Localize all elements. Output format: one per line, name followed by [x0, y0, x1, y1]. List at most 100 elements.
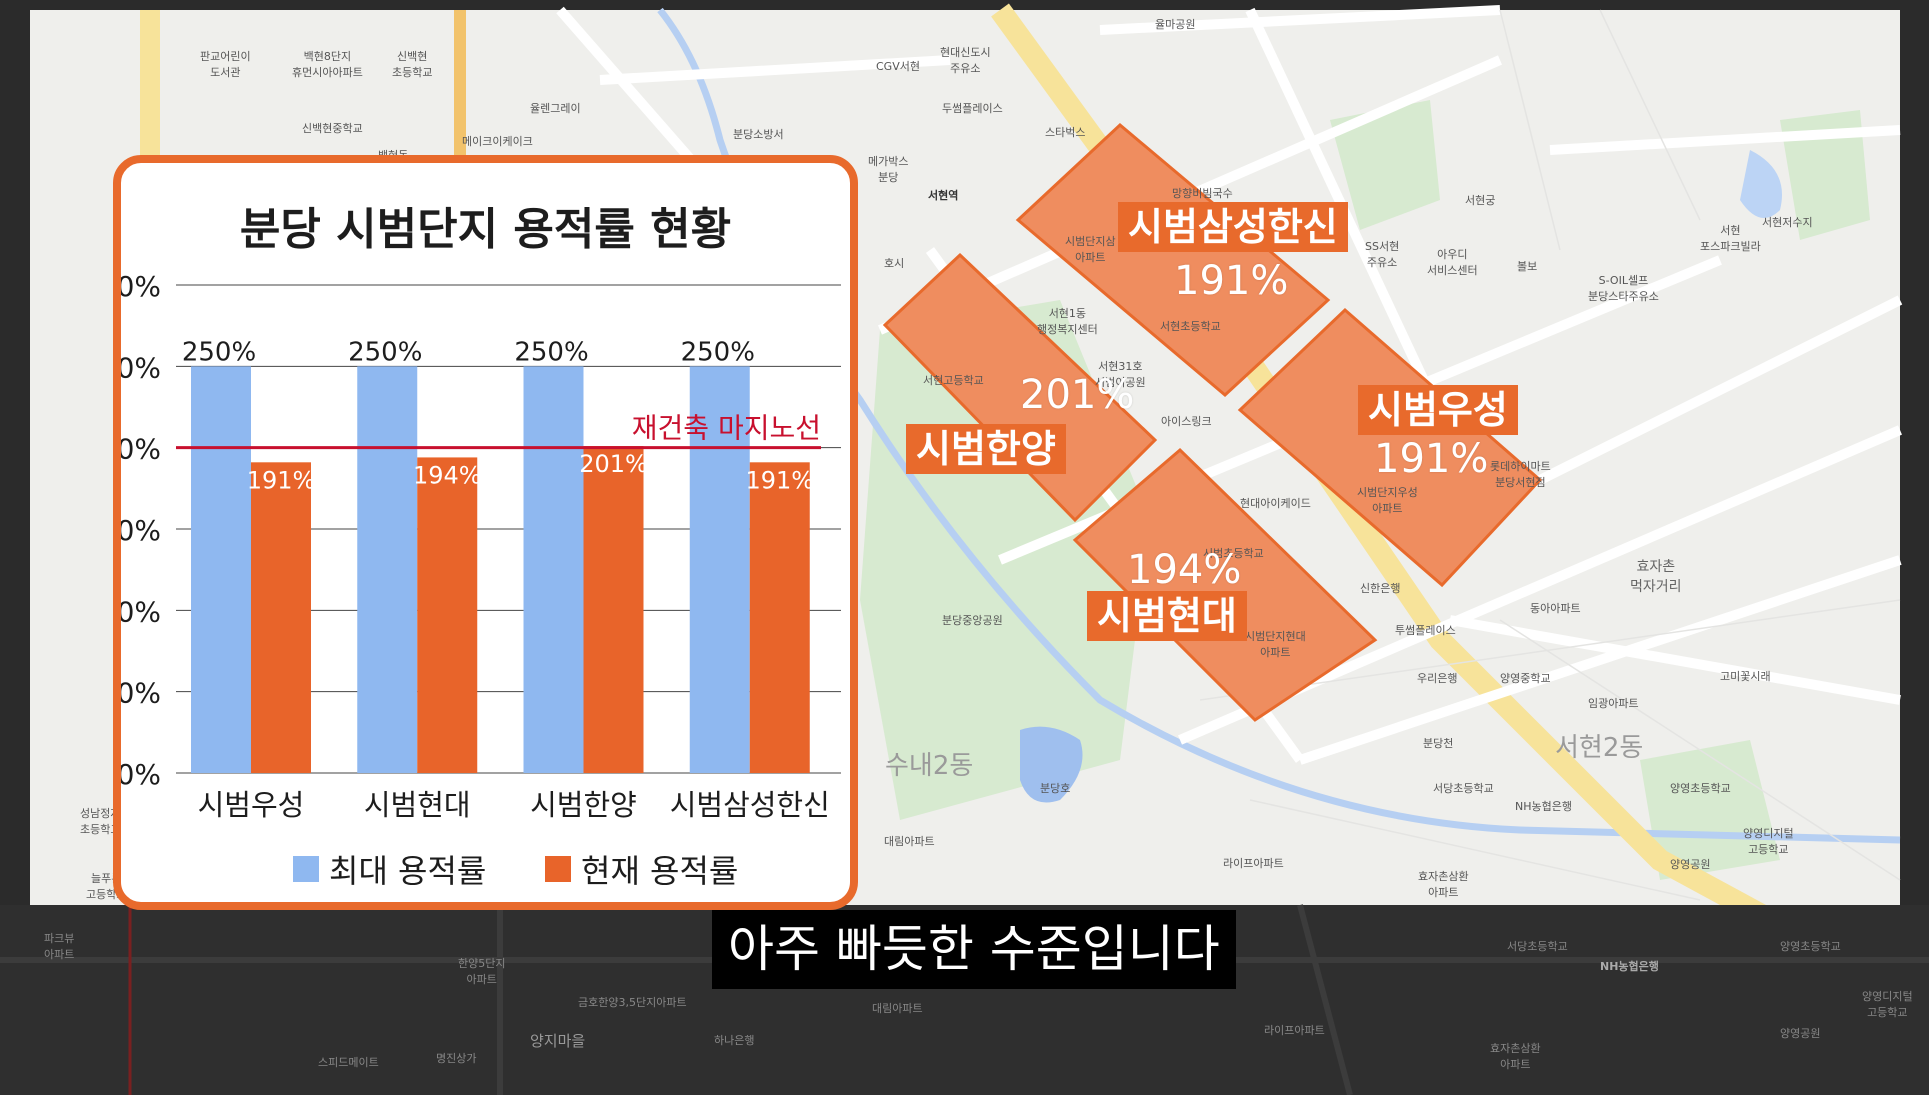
chart-card: 분당 시범단지 용적률 현황 0% 50% 100% 150% 200% 250% 300%… — [113, 155, 858, 910]
map-label: 양영초등학교 — [1670, 782, 1731, 795]
bar-max — [689, 366, 750, 773]
map-label: NH농협은행 — [1600, 960, 1659, 973]
map-label: 신백현중학교 — [302, 122, 363, 135]
map-label: 성남정자 초등학교 — [80, 807, 121, 836]
y-tick-label: 0% — [121, 758, 161, 791]
map-label: 시범단지삼 아파트 — [1065, 235, 1116, 264]
map-label: 판교어린이 도서관 — [200, 50, 251, 79]
x-tick-label: 시범현대 — [364, 788, 471, 822]
map-label: 양영디지털 고등학교 — [1862, 990, 1913, 1019]
map-label: 고미꽃시래 — [1720, 670, 1771, 683]
y-tick-label: 100% — [121, 595, 161, 628]
bar-chart: 0% 50% 100% 150% 200% 250% 300% 250% 191% 시범우성 250… — [121, 270, 841, 822]
map-label: 양영초등학교 — [1780, 940, 1841, 953]
map-label: 서현31호 시범이공원 — [1095, 360, 1146, 389]
map-label: 신백현 초등학교 — [392, 50, 433, 79]
legend-swatch-max — [293, 856, 319, 882]
map-label: 시범단지현대 아파트 — [1245, 630, 1306, 659]
map-label: S-OIL셀프 분당스타주유소 — [1588, 274, 1659, 303]
map-label: 율렌그레이 — [530, 102, 581, 115]
map-label: 금호한양3,5단지아파트 — [578, 996, 687, 1009]
map-label: 효자촌삼환 아파트 — [1490, 1042, 1541, 1071]
bar-data-label: 250% — [681, 337, 755, 367]
map-label: 서현2동 — [1555, 733, 1644, 763]
map-label: 분당소방서 — [733, 128, 784, 141]
legend-item-current: 현재 용적률 — [545, 846, 738, 892]
map-label: 메가박스 분당 — [868, 155, 909, 184]
bar-current — [417, 457, 478, 773]
map-label: 아우디 서비스센터 — [1427, 248, 1478, 277]
map-label: 율마공원 — [1155, 18, 1196, 31]
bar-data-label: 250% — [348, 337, 422, 367]
chart-title: 분당 시범단지 용적률 현황 — [239, 204, 732, 255]
map-label: CGV서현 — [876, 60, 920, 73]
y-tick-label: 250% — [121, 351, 161, 384]
map-label: 양영공원 — [1670, 858, 1711, 871]
map-label: 신한은행 — [1360, 582, 1401, 595]
map-label: 서현초등학교 — [1160, 320, 1221, 333]
bar-data-label: 194% — [413, 461, 482, 489]
complex-label-hyundai: 시범현대 — [1087, 591, 1247, 641]
bar-current — [749, 462, 810, 773]
x-tick-label: 시범우성 — [198, 788, 305, 822]
map-label: 분당중앙공원 — [942, 614, 1003, 627]
complex-pct-samsung-hanshin: 191% — [1174, 258, 1289, 304]
map-label: 효자촌삼환 아파트 — [1418, 870, 1469, 899]
map-label: 파크뷰 아파트 — [44, 932, 75, 961]
map-label: 현대신도시 주유소 — [940, 46, 991, 75]
x-tick-label: 시범삼성한신 — [670, 788, 830, 822]
map-label: 양지마을 — [530, 1032, 586, 1050]
map-label: 동아아파트 — [1530, 602, 1581, 615]
map-label: 서현1동 행정복지센터 — [1037, 307, 1098, 336]
map-label: 두썸플레이스 — [942, 102, 1003, 115]
complex-label-hanyang: 시범한양 — [906, 424, 1066, 474]
map-label: 서당초등학교 — [1507, 940, 1568, 953]
map-label: 볼보 — [1517, 260, 1538, 273]
complex-label-samsung-hanshin: 시범삼성한신 — [1118, 202, 1348, 252]
legend-label-max: 최대 용적률 — [329, 852, 487, 890]
complex-pct-hanyang: 201% — [1020, 372, 1135, 418]
map-label: 현대아이케이드 — [1240, 497, 1311, 510]
map-label: 한양5단지 아파트 — [458, 957, 506, 986]
bar-data-label: 201% — [579, 450, 648, 478]
map-label: 우리은행 — [1417, 672, 1458, 685]
map-label: 아이스링크 — [1161, 415, 1212, 428]
map-label: 서현 포스파크빌라 — [1700, 224, 1761, 253]
legend-swatch-current — [545, 856, 571, 882]
y-tick-label: 300% — [121, 270, 161, 303]
map-label: 양영공원 — [1780, 1027, 1821, 1040]
map-label: 호시 — [884, 257, 905, 270]
legend-item-max: 최대 용적률 — [293, 846, 486, 892]
map-label: 서당초등학교 — [1433, 782, 1494, 795]
map-label: 수내2동 — [885, 751, 974, 781]
bar-max — [523, 366, 584, 773]
map-label: 대림아파트 — [872, 1002, 923, 1015]
bar-data-label: 191% — [745, 466, 814, 494]
map-label: 시범초등학교 — [1203, 547, 1264, 560]
complex-pct-woosung: 191% — [1374, 436, 1489, 482]
y-tick-label: 150% — [121, 514, 161, 547]
bar-max — [357, 366, 418, 773]
map-label: 메이크이케이크 — [462, 135, 533, 148]
y-tick-label: 50% — [121, 677, 161, 710]
map-label: 양영중학교 — [1500, 672, 1551, 685]
map-label: 하나은행 — [714, 1034, 755, 1047]
map-label: 라이프아파트 — [1264, 1024, 1325, 1037]
map-label: 효자촌 먹자거리 — [1630, 559, 1682, 595]
legend-label-current: 현재 용적률 — [581, 852, 739, 890]
map-label: 롯데하이마트 분당서현점 — [1490, 460, 1551, 489]
map-label: 분당천 — [1423, 737, 1454, 750]
map-label: 대림아파트 — [884, 835, 935, 848]
map-label: 망향비빔국수 — [1172, 187, 1233, 200]
map-label: 양영디지털 고등학교 — [1743, 827, 1794, 856]
complex-pct-hyundai: 194% — [1127, 547, 1242, 593]
reference-line-label: 재건축 마지노선 — [632, 412, 821, 445]
bar-data-label: 191% — [247, 466, 316, 494]
map-label: 백현8단지 휴먼시아아파트 — [292, 50, 363, 79]
map-label: 명진상가 — [436, 1052, 477, 1065]
map-label: NH농협은행 — [1515, 800, 1572, 813]
bar-current — [583, 446, 644, 773]
map-label: 시범단지우성 아파트 — [1357, 486, 1418, 515]
bar-data-label: 250% — [514, 337, 588, 367]
